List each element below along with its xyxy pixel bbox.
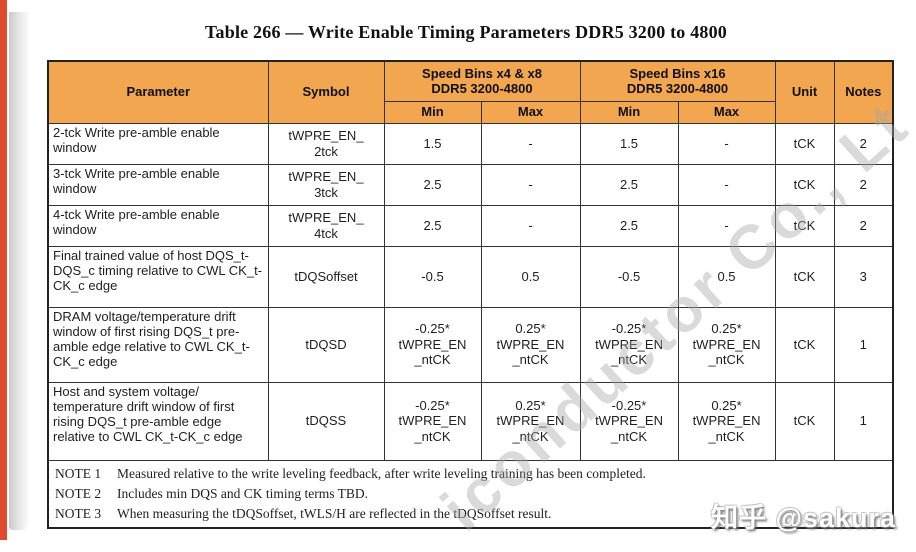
unit-cell: tCK	[774, 122, 835, 165]
footnote-label: NOTE 2	[55, 485, 102, 501]
x16-max-cell: -	[677, 122, 776, 165]
x4x8-min-cell: -0.5	[383, 245, 482, 308]
parameter-cell: 2-tck Write pre-amble enable window	[47, 122, 269, 165]
footnote-3: NOTE 3 When measuring the tDQSoffset, tWL…	[55, 504, 886, 524]
x4x8-max-cell: 0.5	[480, 245, 581, 308]
col-header-notes: Notes	[833, 60, 894, 124]
x4x8-min-cell: -0.25* tWPRE_EN _ntCK	[383, 381, 482, 461]
footnotes-cell: NOTE 1 Measured relative to the write lev…	[47, 459, 894, 529]
footnote-text: Measured relative to the write leveling …	[117, 465, 646, 481]
symbol-cell: tDQSD	[267, 306, 385, 383]
x16-min-cell: -0.25* tWPRE_EN _ntCK	[579, 306, 679, 383]
symbol-cell: tWPRE_EN_ 2tck	[267, 122, 385, 165]
footnote-1: NOTE 1 Measured relative to the write lev…	[55, 464, 886, 484]
table-row: 2-tck Write pre-amble enable window tWPR…	[47, 122, 894, 165]
table-row: 3-tck Write pre-amble enable window tWPR…	[47, 163, 894, 206]
x16-min-cell: 1.5	[579, 122, 679, 165]
col-header-x4x8-max: Max	[480, 100, 581, 124]
x16-max-cell: 0.25* tWPRE_EN _ntCK	[677, 381, 776, 461]
col-header-x16-min: Min	[579, 100, 679, 124]
col-header-x4x8-min: Min	[383, 100, 482, 124]
x4x8-max-cell: 0.25* tWPRE_EN _ntCK	[480, 306, 581, 383]
parameter-cell: Final trained value of host DQS_t-DQS_c …	[47, 245, 269, 308]
x4x8-min-cell: 2.5	[383, 204, 482, 247]
notes-cell: 1	[833, 381, 894, 461]
col-header-symbol: Symbol	[267, 60, 385, 124]
x16-max-cell: 0.25* tWPRE_EN _ntCK	[677, 306, 776, 383]
x4x8-max-cell: -	[480, 204, 581, 247]
page-accent-bar	[0, 0, 7, 540]
x4x8-max-cell: 0.25* tWPRE_EN _ntCK	[480, 381, 581, 461]
page-edge-shadow	[9, 12, 29, 530]
col-header-group-x4x8: Speed Bins x4 & x8 DDR5 3200-4800	[383, 60, 581, 102]
x16-max-cell: -	[677, 163, 776, 206]
x4x8-min-cell: 2.5	[383, 163, 482, 206]
table-row: DRAM voltage/temperature drift window of…	[47, 306, 894, 383]
unit-cell: tCK	[774, 381, 835, 461]
parameter-cell: 3-tck Write pre-amble enable window	[47, 163, 269, 206]
timing-parameters-table: Parameter Symbol Speed Bins x4 & x8 DDR5…	[47, 60, 895, 530]
x16-min-cell: -0.25* tWPRE_EN _ntCK	[579, 381, 679, 461]
x4x8-min-cell: 1.5	[383, 122, 482, 165]
notes-cell: 3	[833, 245, 894, 308]
footnote-label: NOTE 1	[55, 465, 102, 481]
x16-min-cell: 2.5	[579, 163, 679, 206]
footnote-text: When measuring the tDQSoffset, tWLS/H ar…	[117, 506, 552, 521]
notes-cell: 2	[833, 163, 894, 206]
notes-cell: 1	[833, 306, 894, 383]
unit-cell: tCK	[774, 204, 835, 247]
footnote-text: Includes min DQS and CK timing terms TBD…	[117, 485, 368, 501]
x4x8-max-cell: -	[480, 163, 581, 206]
unit-cell: tCK	[774, 245, 835, 308]
symbol-cell: tDQSoffset	[267, 245, 385, 308]
x16-max-cell: 0.5	[677, 245, 776, 308]
table-title: Table 266 — Write Enable Timing Paramete…	[205, 22, 727, 42]
col-header-unit: Unit	[774, 60, 835, 124]
footnote-label: NOTE 3	[55, 506, 102, 521]
parameter-cell: Host and system voltage/ temperature dri…	[47, 381, 269, 461]
table-row: Host and system voltage/ temperature dri…	[47, 381, 894, 461]
symbol-cell: tWPRE_EN_ 3tck	[267, 163, 385, 206]
x16-min-cell: 2.5	[579, 204, 679, 247]
table-row: Final trained value of host DQS_t-DQS_c …	[47, 245, 894, 308]
parameter-cell: DRAM voltage/temperature drift window of…	[47, 306, 269, 383]
x4x8-min-cell: -0.25* tWPRE_EN _ntCK	[383, 306, 482, 383]
unit-cell: tCK	[774, 306, 835, 383]
symbol-cell: tDQSS	[267, 381, 385, 461]
notes-cell: 2	[833, 122, 894, 165]
notes-cell: 2	[833, 204, 894, 247]
col-header-x16-max: Max	[677, 100, 776, 124]
header-row-minmax: Min Max Min Max	[48, 100, 893, 124]
x4x8-max-cell: -	[480, 122, 581, 165]
parameter-cell: 4-tck Write pre-amble enable window	[47, 204, 269, 247]
footnotes-row: NOTE 1 Measured relative to the write lev…	[47, 459, 894, 529]
col-header-group-x16: Speed Bins x16 DDR5 3200-4800	[579, 60, 776, 102]
x16-min-cell: -0.5	[579, 245, 679, 308]
unit-cell: tCK	[774, 163, 835, 206]
header-row-groups: Parameter Symbol Speed Bins x4 & x8 DDR5…	[47, 60, 894, 124]
symbol-cell: tWPRE_EN_ 4tck	[267, 204, 385, 247]
footnote-2: NOTE 2 Includes min DQS and CK timing ter…	[55, 484, 886, 504]
table-row: 4-tck Write pre-amble enable window tWPR…	[47, 204, 894, 247]
col-header-parameter: Parameter	[47, 60, 269, 124]
x16-max-cell: -	[677, 204, 776, 247]
